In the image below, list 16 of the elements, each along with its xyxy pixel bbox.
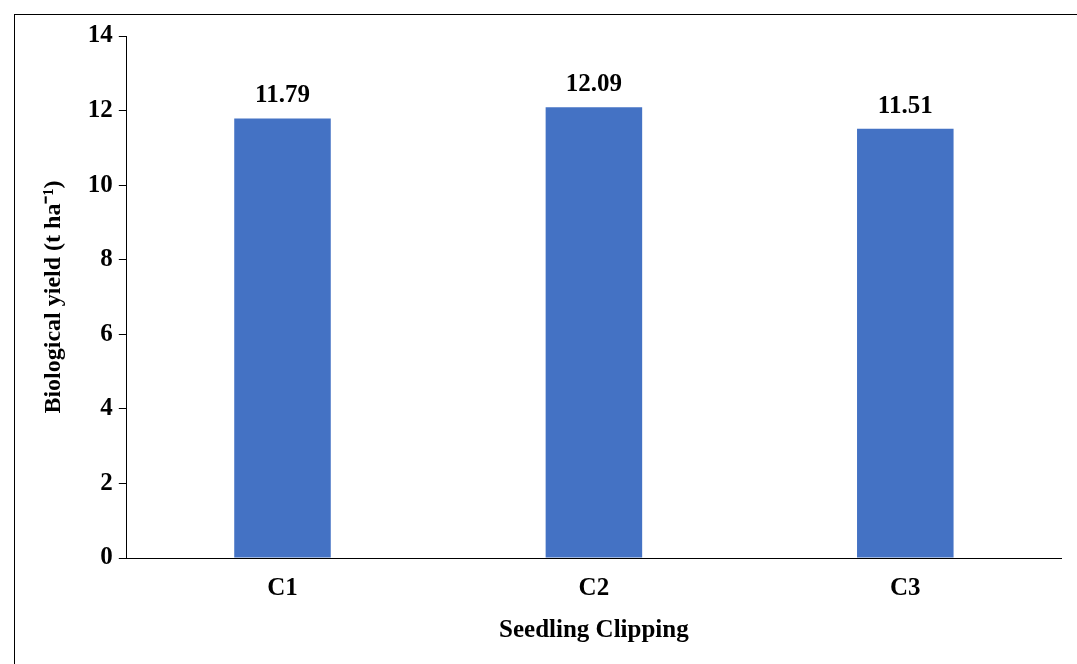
data-label: 11.79: [255, 80, 310, 108]
x-tick-label: C1: [267, 573, 298, 601]
y-tick-label: 6: [100, 318, 113, 346]
x-tick-label: C2: [578, 573, 610, 601]
y-axis-title: Biological yield (t ha⁻¹): [38, 180, 65, 414]
y-tick-label: 10: [87, 169, 113, 197]
y-tick-label: 0: [100, 542, 113, 570]
y-tick-label: 8: [100, 244, 113, 272]
y-tick-label: 14: [87, 20, 114, 48]
x-axis-title: Seedling Clipping: [499, 615, 690, 643]
data-label: 11.51: [877, 90, 933, 118]
y-tick-label: 4: [100, 393, 114, 421]
y-tick-label: 12: [87, 95, 113, 123]
data-label: 12.09: [565, 69, 623, 97]
y-tick-label: 2: [100, 467, 113, 495]
x-tick-label: C3: [890, 573, 921, 601]
